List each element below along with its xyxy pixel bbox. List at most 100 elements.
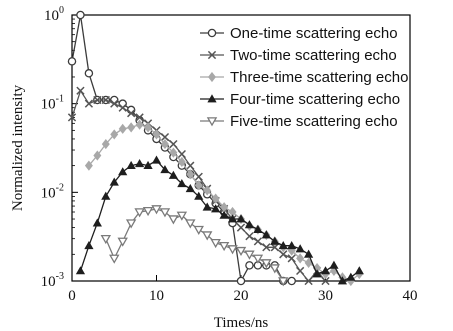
legend: One-time scattering echo Two-time scatter… bbox=[200, 25, 408, 130]
data-point bbox=[127, 122, 136, 133]
data-point bbox=[218, 241, 230, 252]
data-point bbox=[296, 266, 305, 276]
data-point bbox=[92, 218, 102, 227]
x-axis-label: Times/ns bbox=[214, 315, 269, 331]
data-point bbox=[261, 259, 272, 269]
x-tick-label: 30 bbox=[318, 288, 333, 304]
data-point bbox=[169, 147, 178, 158]
data-point bbox=[287, 276, 296, 286]
data-point bbox=[236, 214, 246, 223]
data-point bbox=[185, 219, 196, 229]
legend-label: One-time scattering echo bbox=[230, 25, 398, 42]
data-point bbox=[320, 266, 331, 275]
data-point bbox=[177, 149, 186, 159]
data-point bbox=[193, 225, 204, 236]
data-point bbox=[93, 150, 102, 161]
series-3 bbox=[84, 119, 364, 287]
data-point bbox=[252, 254, 264, 264]
data-point bbox=[159, 208, 171, 218]
x-tick-label: 20 bbox=[234, 288, 249, 304]
data-point bbox=[253, 237, 263, 246]
data-point bbox=[76, 10, 85, 20]
data-point bbox=[287, 241, 297, 250]
data-point bbox=[160, 164, 170, 174]
data-point bbox=[253, 224, 263, 233]
data-point bbox=[110, 129, 119, 140]
data-point bbox=[185, 183, 195, 193]
data-point bbox=[67, 57, 77, 66]
legend-marker bbox=[208, 71, 216, 83]
data-point bbox=[269, 264, 281, 274]
series-line bbox=[79, 159, 360, 282]
data-point bbox=[118, 123, 127, 134]
data-point bbox=[101, 139, 110, 150]
legend-marker bbox=[207, 94, 217, 103]
data-point bbox=[270, 243, 279, 252]
data-point bbox=[337, 276, 348, 285]
data-point bbox=[144, 122, 153, 133]
data-point bbox=[211, 193, 220, 204]
data-point bbox=[142, 206, 154, 217]
data-point bbox=[110, 99, 119, 108]
data-point bbox=[169, 139, 178, 149]
data-point bbox=[303, 249, 314, 258]
data-point bbox=[127, 109, 136, 118]
series-2 bbox=[67, 86, 330, 286]
data-point bbox=[93, 95, 102, 105]
y-axis-label: Normalized intensity bbox=[10, 84, 26, 211]
data-point bbox=[219, 210, 229, 219]
data-point bbox=[245, 261, 254, 270]
data-point bbox=[262, 243, 271, 252]
data-point bbox=[202, 202, 212, 211]
legend-marker bbox=[206, 117, 218, 127]
data-point bbox=[125, 219, 137, 229]
data-point bbox=[235, 246, 247, 257]
series-5 bbox=[100, 205, 289, 287]
data-point bbox=[75, 266, 86, 275]
series-4 bbox=[75, 155, 364, 285]
data-point bbox=[118, 103, 127, 112]
data-point bbox=[279, 250, 288, 259]
data-point bbox=[109, 254, 120, 264]
data-point bbox=[117, 237, 128, 247]
x-tick-label: 10 bbox=[149, 288, 164, 304]
data-point bbox=[261, 230, 271, 239]
data-point bbox=[100, 234, 112, 245]
data-point bbox=[160, 132, 170, 142]
data-point bbox=[176, 211, 188, 221]
legend-entry: Five-time scattering echo bbox=[200, 113, 398, 130]
data-point bbox=[118, 167, 128, 176]
legend-label: Three-time scattering echo bbox=[230, 69, 408, 86]
data-point bbox=[101, 191, 111, 200]
data-point bbox=[210, 239, 221, 249]
legend-entry: Three-time scattering echo bbox=[200, 69, 408, 86]
data-point bbox=[304, 276, 313, 286]
legend-label: Four-time scattering echo bbox=[230, 91, 400, 108]
data-point bbox=[201, 231, 213, 241]
data-point bbox=[194, 191, 204, 200]
data-point bbox=[236, 223, 246, 232]
data-point bbox=[211, 204, 221, 213]
y-tick-label: 10-3 bbox=[41, 271, 64, 290]
data-point bbox=[84, 241, 94, 250]
data-point bbox=[135, 113, 144, 122]
data-point bbox=[151, 205, 162, 215]
legend-entry: Four-time scattering echo bbox=[200, 91, 400, 108]
axis-ticks: 0 10 20 30 40 10-3 10-2 10-1 100 bbox=[41, 5, 418, 304]
x-tick-label: 0 bbox=[68, 288, 76, 304]
legend-label: Five-time scattering echo bbox=[230, 113, 398, 130]
data-point bbox=[76, 86, 85, 95]
data-point bbox=[227, 245, 238, 255]
data-point bbox=[126, 160, 136, 170]
data-point bbox=[278, 277, 289, 287]
data-point bbox=[109, 177, 119, 186]
data-series bbox=[67, 10, 364, 287]
data-point bbox=[67, 113, 77, 122]
data-point bbox=[329, 260, 339, 269]
data-point bbox=[84, 160, 93, 171]
legend-entry: One-time scattering echo bbox=[200, 25, 398, 42]
data-point bbox=[177, 156, 186, 168]
legend-marker bbox=[207, 28, 217, 38]
y-tick-label: 100 bbox=[44, 5, 64, 24]
